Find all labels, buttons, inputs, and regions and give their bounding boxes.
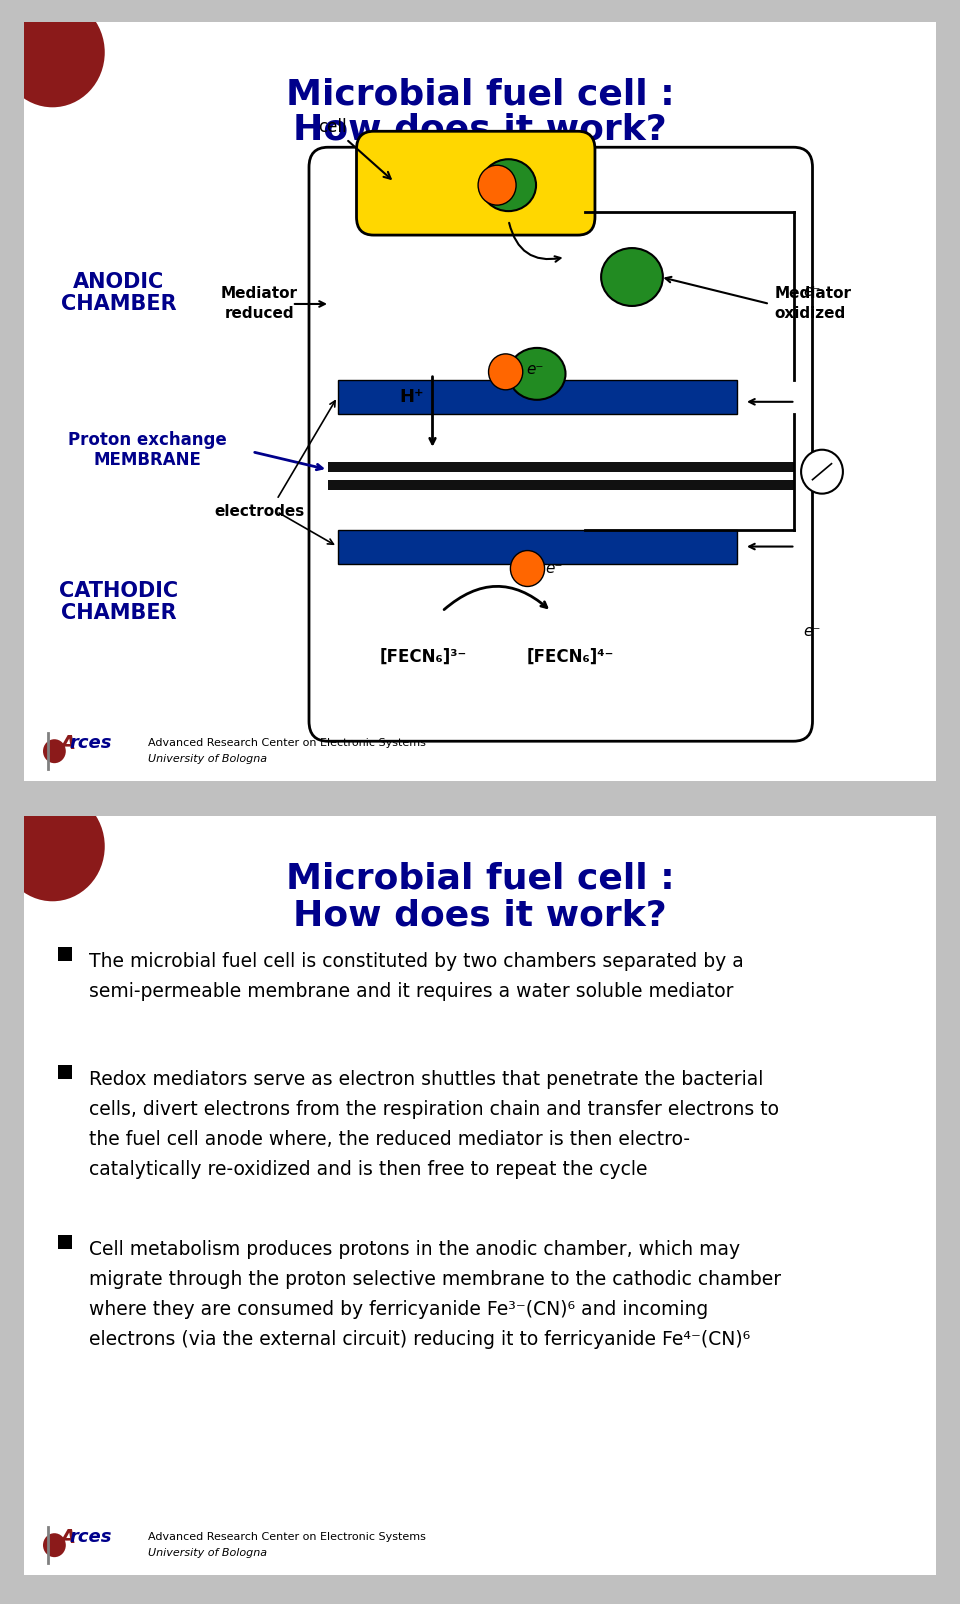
Text: A: A — [60, 1527, 75, 1546]
Circle shape — [43, 1533, 66, 1557]
FancyBboxPatch shape — [18, 810, 942, 1582]
Text: The microbial fuel cell is constituted by two chambers separated by a: The microbial fuel cell is constituted b… — [88, 953, 743, 970]
Bar — [338, 380, 736, 414]
Text: electrodes: electrodes — [214, 504, 304, 520]
Circle shape — [801, 449, 843, 494]
Circle shape — [489, 354, 523, 390]
Ellipse shape — [509, 348, 565, 399]
Text: the fuel cell anode where, the reduced mediator is then electro-: the fuel cell anode where, the reduced m… — [88, 1129, 689, 1148]
Text: Redox mediators serve as electron shuttles that penetrate the bacterial: Redox mediators serve as electron shuttl… — [88, 1070, 763, 1089]
Text: Advanced Research Center on Electronic Systems: Advanced Research Center on Electronic S… — [148, 738, 425, 747]
Text: University of Bologna: University of Bologna — [148, 754, 267, 764]
Text: CHAMBER: CHAMBER — [61, 294, 177, 314]
Text: catalytically re-oxidized and is then free to repeat the cycle: catalytically re-oxidized and is then fr… — [88, 1160, 647, 1179]
Ellipse shape — [601, 249, 662, 306]
Text: ANODIC: ANODIC — [73, 273, 164, 292]
Circle shape — [43, 739, 66, 764]
Bar — [328, 462, 794, 472]
Text: Proton exchange: Proton exchange — [68, 431, 227, 449]
Circle shape — [0, 791, 105, 901]
Text: Mediator: Mediator — [775, 287, 852, 302]
Text: migrate through the proton selective membrane to the cathodic chamber: migrate through the proton selective mem… — [88, 1270, 780, 1288]
Text: where they are consumed by ferricyanide Fe³⁻(CN)⁶ and incoming: where they are consumed by ferricyanide … — [88, 1299, 708, 1318]
Text: [FECN₆]⁴⁻: [FECN₆]⁴⁻ — [527, 648, 614, 666]
Text: How does it work?: How does it work? — [293, 898, 667, 932]
Text: electrons (via the external circuit) reducing it to ferricyanide Fe⁴⁻(CN)⁶: electrons (via the external circuit) red… — [88, 1330, 750, 1349]
Bar — [328, 480, 794, 489]
Text: e⁻: e⁻ — [526, 363, 543, 377]
Text: A: A — [60, 733, 75, 752]
Text: rces: rces — [69, 1529, 112, 1546]
Text: How does it work?: How does it work? — [293, 112, 667, 146]
Text: oxidized: oxidized — [775, 306, 846, 321]
Text: cells, divert electrons from the respiration chain and transfer electrons to: cells, divert electrons from the respira… — [88, 1100, 779, 1120]
FancyBboxPatch shape — [309, 148, 812, 741]
Bar — [59, 1235, 71, 1248]
Circle shape — [511, 550, 544, 587]
FancyBboxPatch shape — [18, 16, 942, 788]
Bar — [59, 948, 71, 961]
Text: CHAMBER: CHAMBER — [61, 603, 177, 624]
Text: e⁻: e⁻ — [545, 561, 563, 576]
Text: e⁻: e⁻ — [803, 284, 821, 300]
Text: Microbial fuel cell :: Microbial fuel cell : — [286, 77, 674, 111]
Circle shape — [0, 0, 105, 107]
Text: reduced: reduced — [225, 306, 295, 321]
Bar — [338, 529, 736, 563]
Text: Cell metabolism produces protons in the anodic chamber, which may: Cell metabolism produces protons in the … — [88, 1240, 740, 1259]
Text: cell: cell — [319, 119, 391, 178]
Text: rces: rces — [69, 735, 112, 752]
Circle shape — [478, 165, 516, 205]
Text: H⁺: H⁺ — [399, 388, 424, 406]
Text: [FECN₆]³⁻: [FECN₆]³⁻ — [379, 648, 467, 666]
Ellipse shape — [481, 159, 536, 212]
Text: Microbial fuel cell :: Microbial fuel cell : — [286, 861, 674, 895]
Text: Advanced Research Center on Electronic Systems: Advanced Research Center on Electronic S… — [148, 1532, 425, 1541]
Text: University of Bologna: University of Bologna — [148, 1548, 267, 1557]
FancyBboxPatch shape — [356, 132, 595, 236]
Text: e⁻: e⁻ — [803, 624, 821, 638]
Text: MEMBRANE: MEMBRANE — [93, 451, 202, 468]
Bar — [59, 1065, 71, 1079]
Text: CATHODIC: CATHODIC — [60, 582, 179, 602]
Text: Mediator: Mediator — [221, 287, 299, 302]
Text: semi-permeable membrane and it requires a water soluble mediator: semi-permeable membrane and it requires … — [88, 982, 733, 1001]
